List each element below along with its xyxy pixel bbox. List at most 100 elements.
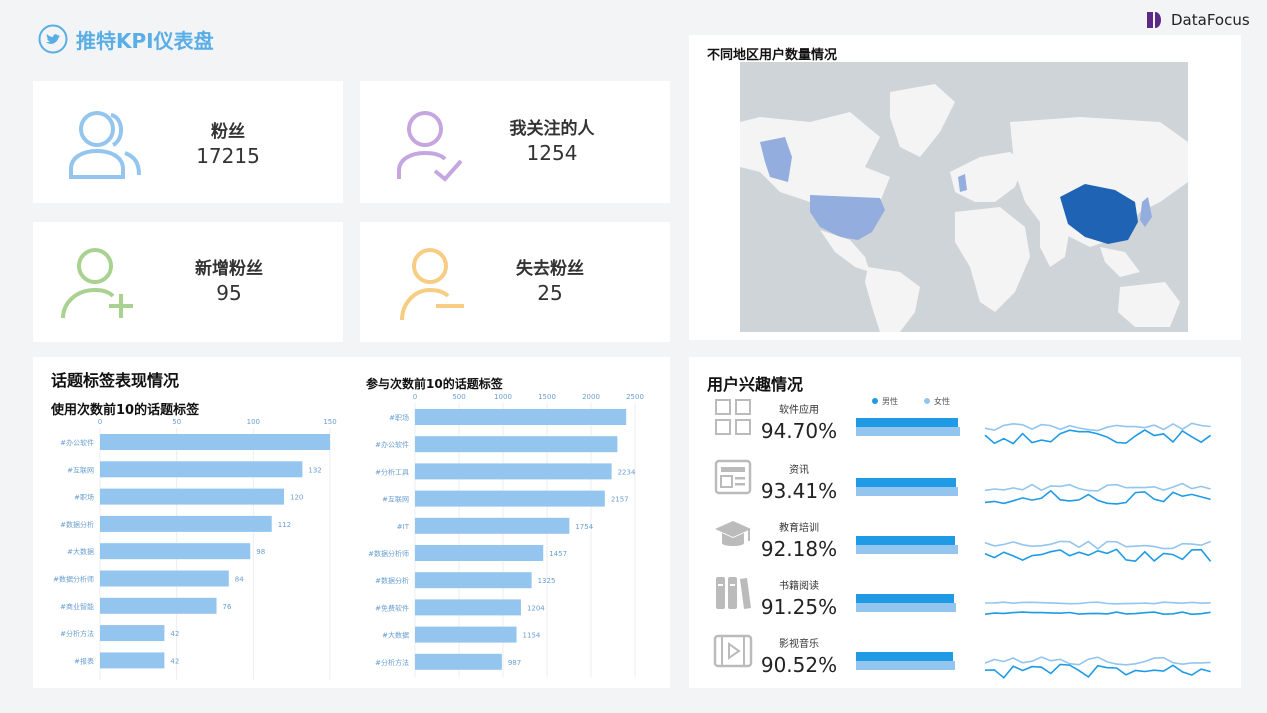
category-label: #分析方法 bbox=[375, 658, 409, 667]
kpi-value: 95 bbox=[216, 281, 242, 305]
bar[interactable] bbox=[415, 409, 627, 425]
sparkline bbox=[984, 482, 1211, 492]
map-card: 不同地区用户数量情况 bbox=[689, 35, 1241, 340]
tick-label: 150 bbox=[323, 418, 336, 426]
kpi-value: 1254 bbox=[526, 141, 578, 165]
value-label: 84 bbox=[235, 576, 244, 584]
male-bar[interactable] bbox=[856, 478, 956, 487]
tick-label: 2000 bbox=[582, 393, 600, 401]
legend-male: 男性 bbox=[872, 396, 898, 407]
category-label: #IT bbox=[397, 523, 410, 531]
bar[interactable] bbox=[100, 461, 303, 478]
sparkline bbox=[984, 663, 1211, 679]
china-region[interactable] bbox=[1060, 184, 1138, 244]
category-label: #分析工具 bbox=[375, 467, 409, 476]
value-label: 76 bbox=[223, 603, 232, 611]
kpi-value: 17215 bbox=[196, 144, 260, 168]
bar[interactable] bbox=[100, 488, 284, 505]
bar[interactable] bbox=[415, 436, 618, 453]
value-label: 1754 bbox=[575, 523, 593, 531]
value-label: 42 bbox=[170, 630, 179, 638]
japan-region[interactable] bbox=[1140, 197, 1152, 227]
bar[interactable] bbox=[100, 543, 251, 560]
sparkline bbox=[984, 540, 1211, 550]
tick-label: 1500 bbox=[538, 393, 556, 401]
category-label: #数据分析 bbox=[60, 520, 94, 529]
value-label: 42 bbox=[170, 657, 179, 665]
category-label: #职场 bbox=[74, 493, 94, 502]
bar[interactable] bbox=[100, 515, 272, 532]
bar[interactable] bbox=[100, 625, 165, 642]
category-label: #免费软件 bbox=[375, 603, 409, 612]
interest-title: 用户兴趣情况 bbox=[707, 375, 804, 394]
tick-label: 1000 bbox=[494, 393, 512, 401]
world-map[interactable] bbox=[740, 62, 1188, 332]
sparkline bbox=[984, 548, 1212, 563]
category-label: #报表 bbox=[74, 656, 94, 665]
interest-card: 用户兴趣情况 男性 女性 软件应用 94.70% 资讯 93.41% 教育培训 92.18… bbox=[689, 357, 1241, 688]
female-bar[interactable] bbox=[856, 603, 956, 612]
bar[interactable] bbox=[100, 434, 330, 450]
female-bar[interactable] bbox=[856, 427, 960, 436]
kpi-label: 粉丝 bbox=[211, 122, 245, 142]
value-label: 112 bbox=[278, 521, 291, 529]
kpi-card-lost-followers: 失去粉丝 25 bbox=[360, 222, 670, 342]
map-title: 不同地区用户数量情况 bbox=[707, 48, 838, 63]
value-label: 132 bbox=[308, 466, 321, 474]
grid-apps-icon bbox=[713, 397, 753, 441]
value-label: 98 bbox=[256, 548, 265, 556]
graduation-cap-icon bbox=[713, 515, 753, 559]
kpi-value: 25 bbox=[537, 281, 563, 305]
bar[interactable] bbox=[415, 463, 612, 480]
news-icon bbox=[713, 457, 753, 501]
usage-bar-chart: 0 50 100 150 #办公软件 #互联网 132 #职场 120 #数据分析 112 #大数据 9… bbox=[53, 418, 337, 680]
sparkline bbox=[984, 611, 1211, 616]
bar[interactable] bbox=[415, 572, 532, 589]
tick-label: 50 bbox=[172, 418, 181, 426]
sparkline bbox=[984, 489, 1211, 505]
interest-label: 资讯 bbox=[789, 465, 809, 476]
value-label: 987 bbox=[508, 659, 521, 667]
bar[interactable] bbox=[415, 653, 502, 670]
interest-label: 书籍阅读 bbox=[779, 581, 819, 592]
category-label: #分析方法 bbox=[60, 629, 94, 638]
trend-sparklines bbox=[984, 422, 1212, 679]
category-label: #大数据 bbox=[382, 631, 409, 640]
uk-region[interactable] bbox=[958, 174, 967, 192]
female-bar[interactable] bbox=[856, 545, 958, 554]
bar[interactable] bbox=[100, 652, 165, 669]
value-label: 1204 bbox=[527, 604, 545, 612]
male-bar[interactable] bbox=[856, 418, 958, 427]
tick-label: 0 bbox=[98, 418, 102, 426]
bar[interactable] bbox=[415, 517, 570, 534]
usa-region[interactable] bbox=[810, 195, 885, 240]
category-label: #办公软件 bbox=[60, 438, 94, 447]
bar[interactable] bbox=[415, 490, 605, 507]
datafocus-logo-icon bbox=[1145, 10, 1165, 30]
female-bar[interactable] bbox=[856, 487, 958, 496]
alaska-region[interactable] bbox=[760, 137, 792, 182]
interest-label: 影视音乐 bbox=[779, 639, 819, 650]
page-title: 推特KPI仪表盘 bbox=[76, 28, 214, 53]
participation-bar-chart: 0 500 1000 1500 2000 2500 #职场 #办公软件 #分析工具 2234 #互联… bbox=[368, 393, 644, 677]
female-bar[interactable] bbox=[856, 661, 955, 670]
category-label: #商业智能 bbox=[60, 602, 94, 611]
category-label: #职场 bbox=[389, 413, 409, 422]
hashtag-section-title: 话题标签表现情况 bbox=[51, 371, 180, 390]
brand-name: DataFocus bbox=[1171, 11, 1250, 29]
male-bar[interactable] bbox=[856, 652, 953, 661]
interest-percent: 92.18% bbox=[760, 537, 838, 561]
male-bar[interactable] bbox=[856, 536, 955, 545]
bar[interactable] bbox=[100, 570, 229, 587]
value-label: 1325 bbox=[538, 577, 556, 585]
bar[interactable] bbox=[415, 599, 521, 616]
bar[interactable] bbox=[415, 545, 544, 561]
bar[interactable] bbox=[100, 597, 217, 614]
value-label: 2234 bbox=[618, 468, 636, 476]
kpi-label: 新增粉丝 bbox=[195, 259, 263, 279]
bar[interactable] bbox=[415, 626, 517, 643]
participation-chart-title: 参与次数前10的话题标签 bbox=[366, 377, 503, 391]
sparkline bbox=[984, 656, 1211, 666]
twitter-bird-icon bbox=[38, 24, 68, 54]
male-bar[interactable] bbox=[856, 594, 954, 603]
